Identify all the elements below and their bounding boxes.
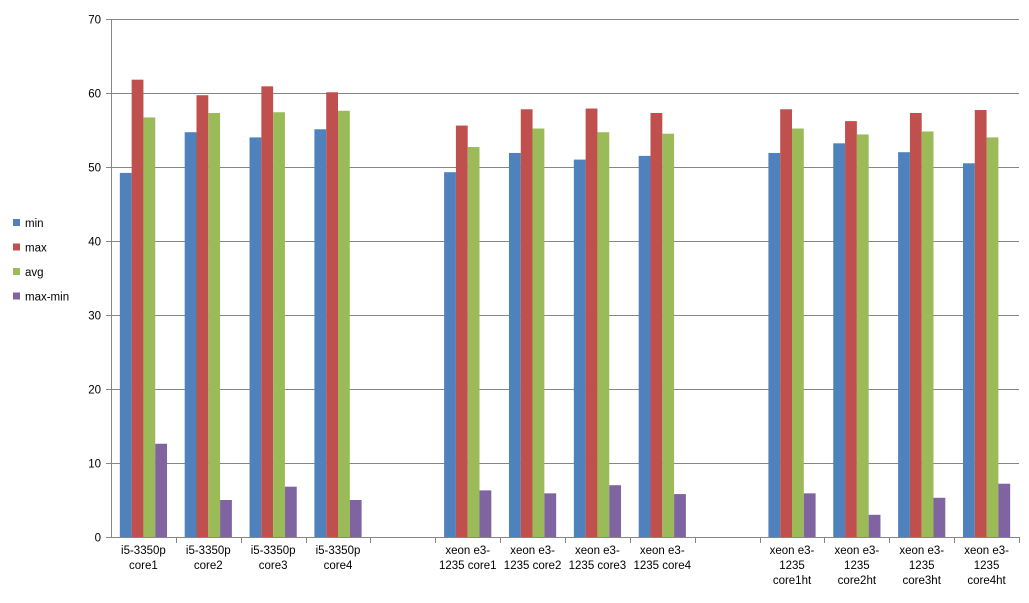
bar-max [455, 125, 468, 537]
x-category-label: i5-3350p core4 [316, 545, 361, 572]
legend: min max avg max-min [13, 218, 69, 304]
legend-label-max-min: max-min [25, 292, 69, 304]
bar-avg [597, 132, 610, 537]
y-tick-label: 0 [95, 533, 101, 545]
y-tick-label: 40 [88, 237, 101, 249]
bar-max [131, 79, 144, 538]
x-category-label: i5-3350p core2 [186, 545, 231, 572]
bar-max-min [868, 514, 881, 537]
bar-max-min [803, 493, 816, 537]
bar-max-min [544, 493, 557, 537]
bar-max [196, 95, 209, 537]
legend-label-avg: avg [25, 267, 44, 279]
axes [106, 19, 1020, 543]
y-tick-label: 10 [88, 459, 101, 471]
x-category-labels: i5-3350p core1 i5-3350p core2 i5-3350p core3 i… [121, 545, 1009, 587]
bar-avg [792, 128, 804, 537]
bar-avg [208, 112, 221, 537]
bar-min [249, 137, 262, 537]
bar-max-min [479, 490, 492, 537]
bar-avg [467, 147, 480, 537]
bar-max [780, 109, 792, 537]
bar-min [638, 155, 651, 537]
x-category-label: xeon e3-1235 core3ht [899, 545, 944, 587]
gridlines [111, 19, 1019, 464]
x-category-label: xeon e3-1235 core1ht [770, 545, 815, 587]
bar-max-min [674, 494, 686, 537]
x-category-label: xeon e3-1235 core1 [439, 545, 497, 572]
bar-avg [338, 110, 350, 537]
bar-max-min [933, 497, 946, 537]
bar-avg [921, 131, 934, 538]
bar-max [585, 108, 598, 537]
bar-min [962, 163, 975, 538]
bar-max-min [609, 485, 622, 537]
bar-avg [856, 134, 869, 537]
legend-swatch-max [13, 243, 20, 251]
bar-max [845, 121, 857, 538]
bar-max-min [284, 486, 297, 537]
bar-min [768, 152, 781, 537]
x-category-label: xeon e3-1235 core2 [504, 545, 562, 572]
bar-min [573, 159, 586, 537]
bar-min [833, 143, 846, 537]
bar-max-min [349, 500, 362, 537]
y-tick-label: 30 [88, 311, 101, 323]
bar-max [650, 112, 663, 537]
bar-min [314, 129, 327, 537]
bar-avg [986, 137, 999, 537]
legend-swatch-min [13, 219, 20, 226]
bar-max [326, 92, 338, 537]
legend-swatch-avg [13, 268, 20, 275]
bar-max-min [998, 483, 1011, 537]
bars [119, 79, 1011, 538]
legend-label-max: max [25, 243, 47, 255]
x-category-label: i5-3350p core1 [121, 545, 166, 572]
bar-avg [273, 112, 285, 538]
bar-max-min [155, 443, 168, 537]
y-tick-label: 50 [88, 163, 101, 175]
y-tick-labels: 0 10 20 30 40 50 60 70 [88, 15, 101, 545]
bar-min [508, 152, 521, 537]
bar-min [184, 132, 197, 537]
bar-max [974, 110, 987, 538]
legend-swatch-max-min [13, 292, 20, 300]
y-tick-label: 70 [88, 15, 101, 27]
bar-avg [662, 133, 675, 537]
x-category-label: xeon e3-1235 core2ht [834, 545, 879, 587]
bar-max [909, 112, 922, 537]
x-category-label: i5-3350p core3 [251, 545, 296, 572]
legend-label-min: min [25, 218, 44, 230]
bar-min [444, 172, 456, 537]
bar-min [898, 152, 910, 537]
bar-max-min [220, 500, 232, 537]
bar-max [520, 109, 533, 537]
y-tick-label: 60 [88, 89, 101, 101]
x-category-label: xeon e3-1235 core4 [634, 545, 692, 572]
x-category-label: xeon e3-1235 core4ht [964, 545, 1009, 587]
bar-max [261, 86, 274, 537]
bar-avg [532, 128, 545, 537]
bar-avg [143, 117, 156, 538]
y-tick-label: 20 [88, 385, 101, 397]
bar-min [119, 172, 132, 538]
x-category-label: xeon e3-1235 core3 [569, 545, 627, 572]
